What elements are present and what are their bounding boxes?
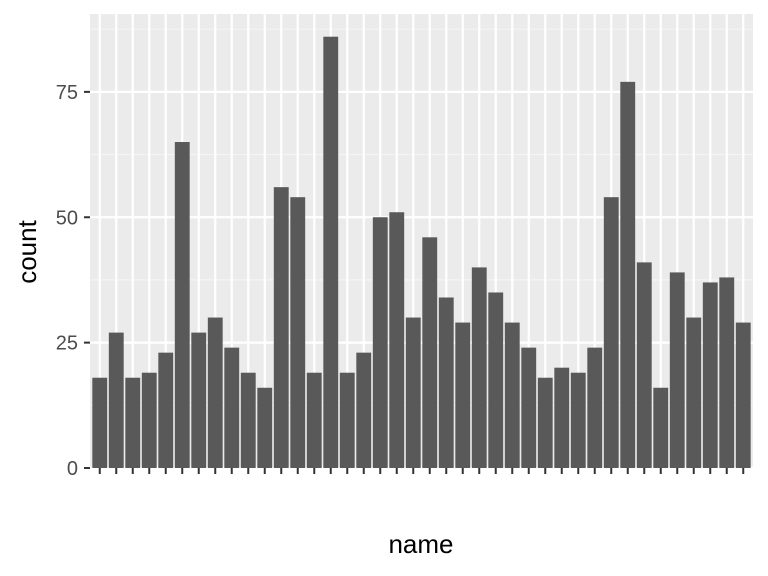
bar [207, 317, 223, 468]
x-axis [98, 468, 745, 474]
bar [554, 367, 570, 468]
bar [620, 81, 636, 468]
y-axis-title: count [12, 219, 42, 283]
bar [141, 372, 157, 468]
bar [603, 197, 619, 468]
bar [735, 322, 751, 468]
bar [653, 387, 669, 468]
bar [471, 267, 487, 468]
bar [273, 187, 289, 468]
bar [686, 317, 702, 468]
bar [422, 237, 438, 468]
bar [504, 322, 520, 468]
bar [587, 347, 603, 468]
bar [158, 352, 174, 468]
bar [92, 377, 108, 468]
bar [257, 387, 273, 468]
bar [372, 217, 388, 468]
bar [174, 142, 190, 468]
bar [669, 272, 685, 468]
bar [323, 36, 339, 469]
x-axis-title: name [388, 529, 453, 559]
bar [537, 377, 553, 468]
bar [290, 197, 306, 468]
y-tick-label: 25 [56, 333, 78, 355]
bar [108, 332, 124, 468]
bar [191, 332, 207, 468]
bar [125, 377, 141, 468]
bar [438, 297, 454, 468]
bar [702, 282, 718, 468]
y-tick-label: 50 [56, 207, 78, 229]
bar [240, 372, 256, 468]
y-axis: 0 25 50 75 [56, 82, 90, 480]
bars [92, 36, 751, 469]
bar [570, 372, 586, 468]
bar [356, 352, 372, 468]
bar [339, 372, 355, 468]
bar [455, 322, 471, 468]
y-tick-label: 0 [67, 458, 78, 480]
bar [224, 347, 240, 468]
bar [636, 262, 652, 468]
y-tick-label: 75 [56, 82, 78, 104]
bar [719, 277, 735, 468]
bar [488, 292, 504, 468]
bar [389, 212, 405, 468]
bar [405, 317, 421, 468]
bar [306, 372, 322, 468]
bar [521, 347, 537, 468]
